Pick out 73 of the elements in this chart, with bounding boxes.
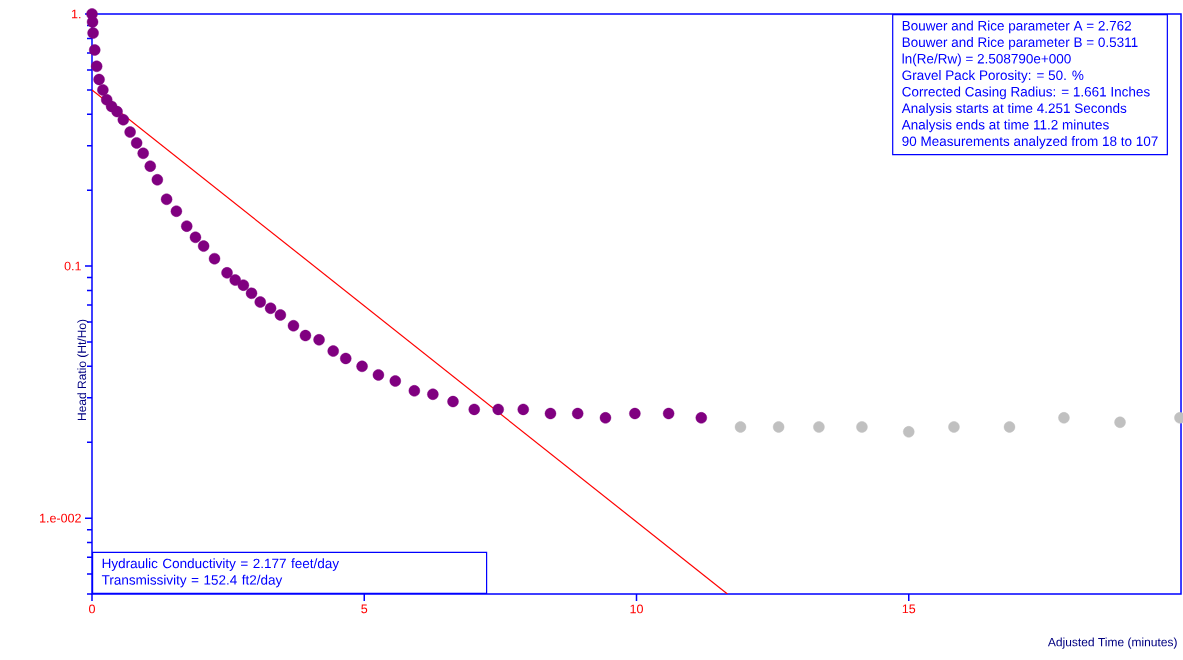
point [948, 421, 960, 433]
x-tick-label: 5 [361, 604, 368, 614]
point [237, 279, 250, 291]
point [130, 137, 143, 149]
point [287, 320, 300, 332]
point [124, 126, 136, 138]
point [1058, 412, 1070, 424]
point [468, 403, 480, 416]
point [389, 375, 401, 387]
annotation: Hydraulic Conductivity = 2.177 feet/day [102, 558, 340, 571]
point [90, 60, 103, 73]
point [160, 193, 173, 206]
x-tick-label: 0 [89, 604, 95, 614]
point [1003, 421, 1016, 433]
point [327, 345, 339, 357]
point [151, 174, 164, 186]
x-tick-label: 15 [902, 604, 916, 614]
point [599, 412, 612, 424]
point [629, 407, 641, 420]
point [813, 421, 825, 433]
point [299, 329, 312, 342]
x-axis-title: Adjusted Time (minutes) [1047, 637, 1177, 649]
point [254, 296, 266, 308]
point [197, 240, 210, 252]
point [734, 421, 747, 433]
point [313, 334, 325, 346]
point [408, 385, 421, 397]
point [856, 421, 868, 433]
point [772, 421, 785, 433]
point [356, 360, 368, 373]
annotation: Analysis ends at time 11.2 minutes [901, 119, 1109, 133]
point [87, 27, 99, 39]
point [427, 388, 439, 400]
y-tick-label: 1. [72, 9, 81, 19]
point [181, 220, 193, 232]
point [544, 407, 557, 420]
annotation: Bouwer and Rice parameter A = 2.762 [902, 20, 1131, 34]
annotation: 90 Measurements analyzed from 18 to 107 [902, 136, 1158, 149]
point [208, 252, 221, 265]
annotation: Transmissivity = 152.4 ft2/day [101, 574, 283, 588]
x-tick-label: 10 [630, 604, 643, 614]
y-axis-title: Head Ratio (Ht/Ho) [77, 319, 89, 421]
point [86, 16, 99, 28]
point [447, 395, 459, 408]
point [662, 407, 675, 420]
point [111, 105, 123, 118]
point [245, 287, 258, 299]
point [274, 309, 287, 321]
point [221, 267, 233, 279]
point [340, 352, 352, 365]
y-tick-label: 1.e-002 [40, 513, 81, 523]
point [97, 84, 109, 96]
y-tick-label: 0.1 [64, 261, 81, 271]
point [89, 44, 101, 56]
point [517, 403, 529, 416]
point [1114, 416, 1126, 428]
point [572, 407, 584, 420]
point [372, 369, 385, 381]
annotation: ln(Re/Rw) = 2.508790e+000 [902, 53, 1071, 67]
point [137, 147, 149, 160]
annotation: Corrected Casing Radius: = 1.661 Inches [902, 86, 1150, 100]
point [93, 73, 105, 86]
annotation: Bouwer and Rice parameter B = 0.5311 [902, 37, 1138, 50]
point [903, 426, 915, 438]
point [695, 412, 707, 424]
point [144, 160, 156, 172]
point [264, 302, 277, 314]
point [170, 205, 183, 217]
point [117, 113, 130, 126]
annotation: Analysis starts at time 4.251 Seconds [901, 103, 1127, 116]
point [189, 231, 202, 244]
annotation: Gravel Pack Porosity: = 50. % [902, 70, 1084, 83]
point [492, 403, 504, 416]
